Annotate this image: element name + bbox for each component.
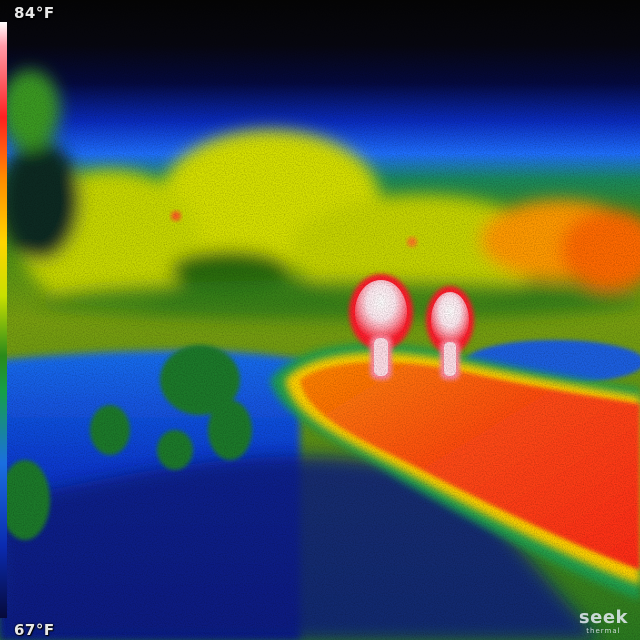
temperature-scale-bar: [0, 22, 7, 618]
brand-subtext: thermal: [586, 627, 621, 635]
brand-logo: seek: [578, 607, 628, 628]
max-temperature-label: 84°F: [14, 4, 55, 22]
min-temperature-label: 67°F: [14, 621, 55, 639]
brand-watermark: seek thermal: [578, 607, 628, 636]
